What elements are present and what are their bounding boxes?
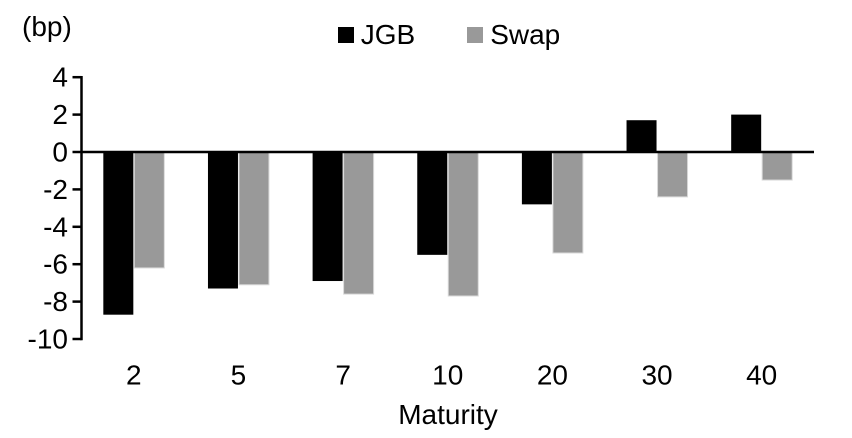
bar-swap-10 xyxy=(447,151,479,297)
y-tick-label: -8 xyxy=(43,286,68,317)
legend: JGB Swap xyxy=(23,21,852,49)
y-tick-label: -2 xyxy=(43,174,68,205)
bar-jgb-40 xyxy=(731,114,762,152)
legend-item-jgb: JGB xyxy=(337,19,416,50)
y-tick-label: 0 xyxy=(52,137,68,168)
x-tick-label-10: 10 xyxy=(432,360,463,391)
x-tick-label-40: 40 xyxy=(746,360,777,391)
bar-jgb-20 xyxy=(521,152,552,205)
y-axis-unit-label: (bp) xyxy=(22,11,72,42)
x-tick-label-20: 20 xyxy=(537,360,568,391)
bar-swap-2 xyxy=(133,151,165,269)
bar-jgb-5 xyxy=(207,152,238,289)
bar-swap-7 xyxy=(343,151,375,295)
bar-jgb-2 xyxy=(103,152,134,315)
bar-jgb-10 xyxy=(417,152,448,255)
y-tick-label: 2 xyxy=(52,99,68,130)
x-tick-label-30: 30 xyxy=(641,360,672,391)
bar-jgb-30 xyxy=(626,120,657,152)
bar-swap-30 xyxy=(657,151,689,198)
y-tick-label: -4 xyxy=(43,211,68,242)
x-tick-label-5: 5 xyxy=(231,360,247,391)
legend-swatch-jgb-icon xyxy=(337,27,354,43)
bar-jgb-7 xyxy=(312,152,343,282)
y-tick-label: -6 xyxy=(43,249,68,280)
bar-swap-40 xyxy=(761,151,793,181)
bar-swap-20 xyxy=(552,151,584,254)
legend-label-swap: Swap xyxy=(490,19,561,50)
x-tick-label-2: 2 xyxy=(126,360,142,391)
legend-item-swap: Swap xyxy=(467,21,560,49)
legend-label-jgb: JGB xyxy=(360,19,416,50)
y-tick-label: -10 xyxy=(28,324,68,355)
bar-swap-5 xyxy=(238,151,270,286)
legend-swatch-swap-icon xyxy=(467,27,484,43)
x-axis-title: Maturity xyxy=(398,399,498,430)
x-tick-label-7: 7 xyxy=(335,360,351,391)
y-tick-label: 4 xyxy=(52,62,68,93)
